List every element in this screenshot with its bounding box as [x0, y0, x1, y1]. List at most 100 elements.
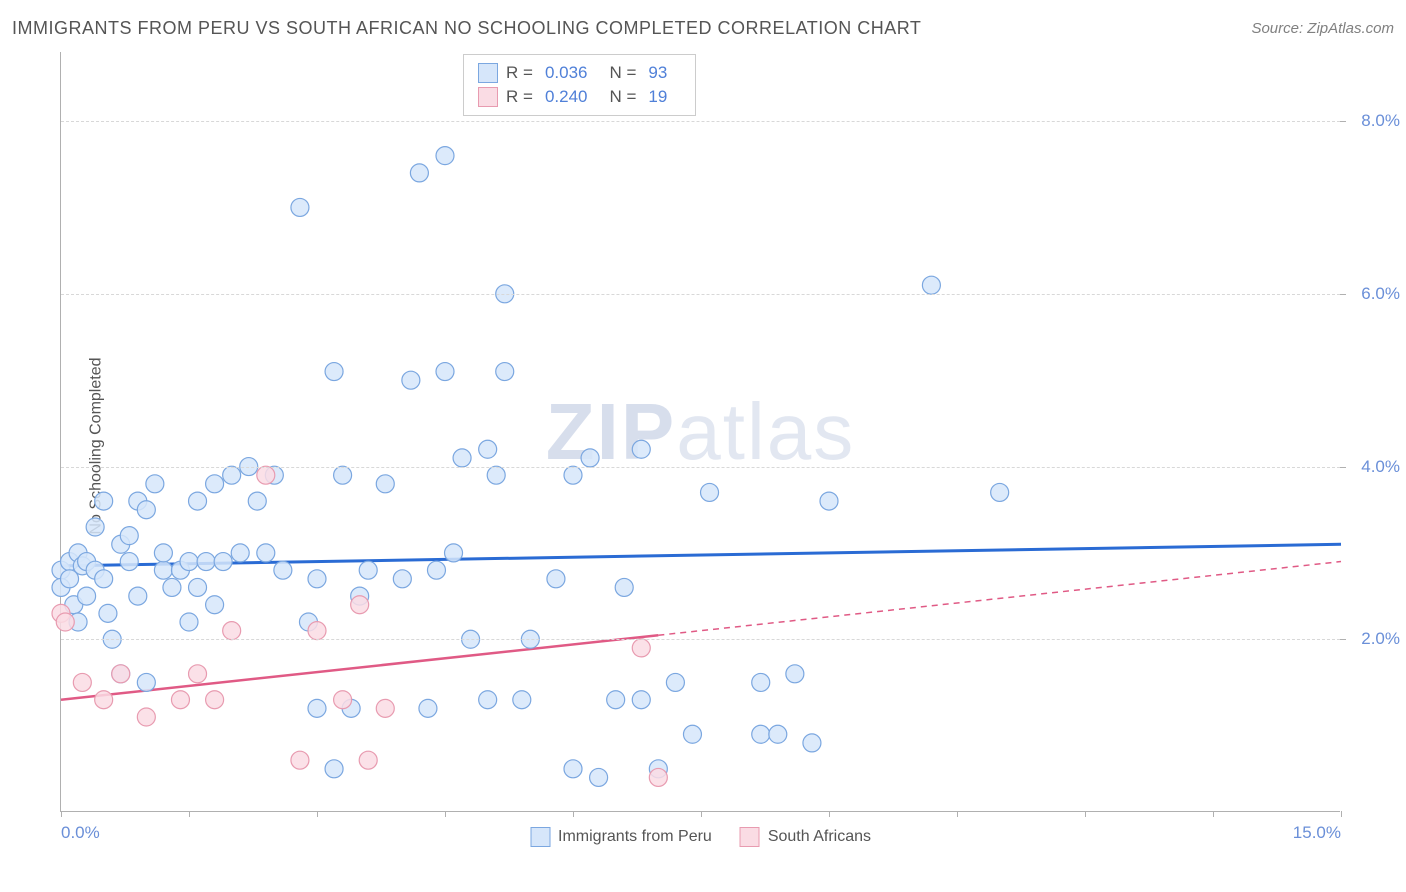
n-value-0: 93	[648, 63, 667, 83]
scatter-point	[701, 483, 719, 501]
scatter-point	[564, 760, 582, 778]
scatter-point	[137, 673, 155, 691]
x-tick	[573, 811, 574, 817]
gridline	[61, 467, 1340, 468]
gridline	[61, 121, 1340, 122]
scatter-point	[291, 198, 309, 216]
scatter-point	[427, 561, 445, 579]
scatter-point	[445, 544, 463, 562]
bottom-legend: Immigrants from Peru South Africans	[530, 827, 871, 847]
scatter-point	[308, 570, 326, 588]
chart-title: IMMIGRANTS FROM PERU VS SOUTH AFRICAN NO…	[12, 18, 921, 39]
x-tick	[189, 811, 190, 817]
x-tick	[701, 811, 702, 817]
scatter-point	[180, 553, 198, 571]
y-tick-label: 2.0%	[1361, 629, 1400, 649]
plot-area: ZIPatlas R = 0.036 N = 93 R = 0.240 N = …	[60, 52, 1340, 812]
scatter-point	[402, 371, 420, 389]
scatter-point	[189, 578, 207, 596]
legend-item-0: Immigrants from Peru	[530, 827, 712, 847]
x-tick	[1341, 811, 1342, 817]
legend-item-1: South Africans	[740, 827, 871, 847]
x-tick-label: 15.0%	[1293, 823, 1341, 843]
legend-label-0: Immigrants from Peru	[558, 828, 712, 846]
scatter-point	[547, 570, 565, 588]
scatter-point	[325, 760, 343, 778]
n-value-1: 19	[648, 87, 667, 107]
scatter-point	[95, 492, 113, 510]
scatter-point	[513, 691, 531, 709]
scatter-point	[197, 553, 215, 571]
scatter-point	[752, 673, 770, 691]
scatter-point	[231, 544, 249, 562]
x-tick	[1085, 811, 1086, 817]
n-label-1: N =	[609, 87, 636, 107]
scatter-point	[393, 570, 411, 588]
scatter-point	[257, 466, 275, 484]
scatter-point	[376, 475, 394, 493]
scatter-point	[171, 691, 189, 709]
scatter-point	[99, 604, 117, 622]
scatter-point	[786, 665, 804, 683]
x-tick-label: 0.0%	[61, 823, 100, 843]
scatter-point	[453, 449, 471, 467]
scatter-point	[769, 725, 787, 743]
scatter-point	[666, 673, 684, 691]
scatter-point	[436, 363, 454, 381]
scatter-point	[137, 708, 155, 726]
scatter-point	[112, 665, 130, 683]
scatter-point	[410, 164, 428, 182]
scatter-point	[180, 613, 198, 631]
scatter-point	[359, 751, 377, 769]
scatter-point	[564, 466, 582, 484]
scatter-point	[803, 734, 821, 752]
scatter-point	[683, 725, 701, 743]
y-tick-label: 6.0%	[1361, 284, 1400, 304]
y-tick	[1340, 639, 1346, 640]
r-value-0: 0.036	[545, 63, 588, 83]
scatter-point	[291, 751, 309, 769]
scatter-point	[129, 587, 147, 605]
scatter-point	[86, 518, 104, 536]
scatter-point	[120, 527, 138, 545]
scatter-point	[581, 449, 599, 467]
scatter-point	[154, 544, 172, 562]
swatch-sa-icon	[478, 87, 498, 107]
scatter-point	[223, 622, 241, 640]
scatter-point	[56, 613, 74, 631]
scatter-point	[607, 691, 625, 709]
scatter-point	[334, 691, 352, 709]
scatter-point	[479, 691, 497, 709]
plot-svg	[61, 52, 1340, 811]
scatter-point	[496, 363, 514, 381]
swatch-peru-icon	[478, 63, 498, 83]
scatter-point	[95, 691, 113, 709]
stat-row-1: R = 0.240 N = 19	[478, 85, 681, 109]
regression-line	[61, 544, 1341, 566]
scatter-point	[146, 475, 164, 493]
scatter-point	[248, 492, 266, 510]
scatter-point	[120, 553, 138, 571]
y-tick	[1340, 121, 1346, 122]
x-tick	[829, 811, 830, 817]
scatter-point	[359, 561, 377, 579]
gridline	[61, 294, 1340, 295]
source-label: Source: ZipAtlas.com	[1251, 20, 1394, 37]
y-tick	[1340, 294, 1346, 295]
scatter-point	[78, 587, 96, 605]
scatter-point	[154, 561, 172, 579]
scatter-point	[214, 553, 232, 571]
legend-swatch-sa-icon	[740, 827, 760, 847]
n-label-0: N =	[609, 63, 636, 83]
scatter-point	[632, 639, 650, 657]
y-tick	[1340, 467, 1346, 468]
title-bar: IMMIGRANTS FROM PERU VS SOUTH AFRICAN NO…	[12, 18, 1394, 39]
scatter-point	[274, 561, 292, 579]
scatter-point	[223, 466, 241, 484]
legend-label-1: South Africans	[768, 828, 871, 846]
y-tick-label: 8.0%	[1361, 111, 1400, 131]
scatter-point	[632, 440, 650, 458]
scatter-point	[436, 147, 454, 165]
scatter-point	[649, 768, 667, 786]
scatter-point	[376, 699, 394, 717]
